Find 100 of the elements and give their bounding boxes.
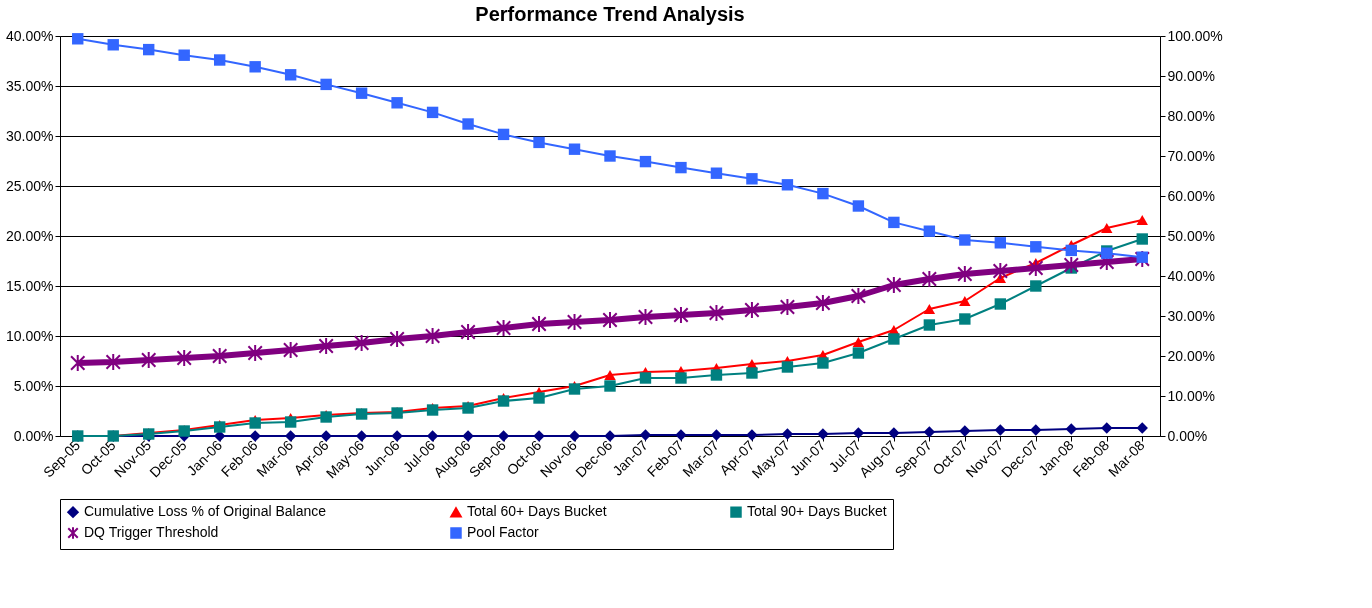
point [284, 69, 297, 81]
point [460, 322, 476, 342]
point [994, 298, 1007, 310]
point [604, 430, 616, 442]
point [1028, 258, 1044, 278]
point [604, 150, 616, 162]
point [1101, 223, 1113, 233]
point [320, 78, 332, 91]
point [249, 430, 261, 442]
point [708, 303, 725, 323]
point [105, 352, 121, 372]
point [744, 300, 760, 320]
point [852, 200, 865, 212]
point [462, 430, 474, 442]
point [888, 427, 900, 439]
point [533, 392, 545, 404]
point [497, 128, 510, 141]
legend-label: Cumulative Loss % of Original Balance [84, 503, 327, 520]
point [779, 297, 796, 317]
y-tick-label: 20.00% [6, 227, 54, 244]
point [424, 326, 441, 346]
legend-label: Total 90+ Days Bucket [747, 503, 887, 520]
point [852, 347, 865, 359]
legend-label: DQ Trigger Threshold [84, 524, 219, 540]
point [1065, 244, 1077, 257]
point [495, 318, 512, 338]
point [781, 361, 794, 373]
point [568, 143, 581, 155]
point [282, 340, 299, 360]
point [249, 61, 261, 73]
point [923, 319, 936, 331]
point [675, 161, 687, 174]
point [994, 237, 1007, 249]
point [1101, 422, 1113, 434]
point [1063, 255, 1079, 275]
y2-tick-label: 70.00% [1167, 147, 1215, 164]
y-tick-label: 10.00% [6, 327, 54, 344]
point [817, 357, 829, 369]
point [675, 429, 687, 441]
point [923, 304, 936, 314]
point [211, 346, 228, 366]
point [355, 87, 368, 99]
y-tick-label: 40.00% [6, 27, 54, 44]
point [391, 97, 403, 109]
y-tick-label: 0.00% [13, 427, 54, 444]
point [531, 314, 547, 334]
point [602, 310, 618, 330]
y-tick-label: 15.00% [6, 277, 54, 294]
point [1030, 280, 1042, 292]
point [1134, 249, 1150, 269]
y2-tick-label: 40.00% [1167, 267, 1215, 284]
point [566, 312, 583, 332]
point [1136, 215, 1148, 225]
y2-tick-label: 90.00% [1167, 67, 1215, 84]
point [817, 187, 829, 200]
point [959, 234, 971, 246]
point [959, 425, 971, 437]
y-tick-label: 30.00% [6, 127, 54, 144]
y2-tick-label: 60.00% [1167, 187, 1215, 204]
point [817, 428, 829, 440]
y2-tick-label: 80.00% [1167, 107, 1215, 124]
point [353, 333, 370, 353]
point [72, 33, 84, 45]
point [604, 380, 616, 392]
point [213, 54, 226, 66]
point [284, 416, 297, 428]
point [637, 307, 654, 327]
point [959, 296, 971, 306]
point [886, 275, 902, 295]
point [70, 353, 86, 373]
point [639, 372, 652, 384]
point [815, 293, 831, 313]
y2-tick-label: 50.00% [1167, 227, 1215, 244]
point [1136, 233, 1148, 245]
y2-tick-label: 0.00% [1167, 427, 1208, 444]
y2-tick-label: 30.00% [1167, 307, 1215, 324]
point [850, 286, 867, 306]
point [923, 225, 936, 237]
y-tick-label: 5.00% [13, 377, 54, 394]
point [746, 429, 758, 441]
y2-tick-label: 100.00% [1167, 27, 1223, 44]
point [107, 39, 119, 51]
legend-label: Pool Factor [467, 524, 539, 540]
point [247, 343, 263, 363]
point [959, 313, 971, 325]
y2-tick-label: 10.00% [1167, 387, 1215, 404]
point [1065, 423, 1077, 435]
point [781, 179, 794, 191]
point [992, 261, 1009, 281]
point [318, 336, 334, 356]
point [1099, 252, 1115, 272]
point [462, 118, 474, 130]
y-tick-label: 35.00% [6, 77, 54, 94]
point [391, 430, 403, 442]
point [176, 348, 192, 368]
point [888, 216, 900, 229]
point [1030, 424, 1042, 436]
point [389, 329, 405, 349]
point [852, 337, 865, 347]
point [426, 106, 439, 119]
